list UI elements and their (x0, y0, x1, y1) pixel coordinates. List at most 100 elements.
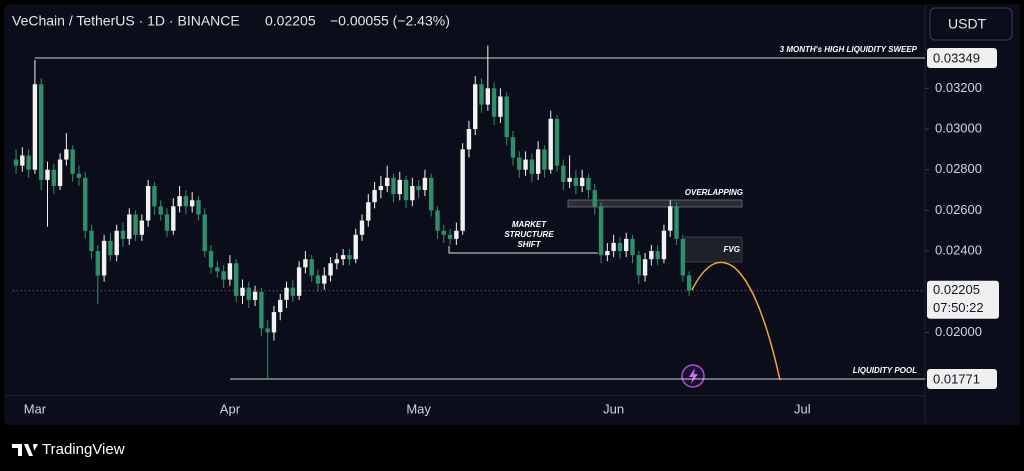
candle-body (89, 230, 94, 252)
x-tick-label: Apr (220, 401, 241, 416)
candle-body (13, 159, 19, 166)
candle-body (567, 177, 572, 182)
candle-body (70, 149, 75, 174)
y-tick-label: 0.02600 (935, 202, 982, 217)
y-tick-label: 0.02800 (935, 161, 982, 176)
candle-body (334, 259, 340, 264)
candle-body (83, 177, 88, 231)
candle-body (120, 230, 126, 239)
candle-body (391, 177, 396, 195)
currency-button[interactable] (929, 7, 1013, 41)
level-tag-label: 0.01771 (933, 371, 980, 386)
candle-body (403, 179, 409, 201)
structure-label: SHIFT (517, 240, 541, 249)
candle-body (630, 238, 635, 256)
candle-body (668, 206, 673, 231)
candle-body (366, 202, 371, 221)
candle-body (479, 84, 484, 105)
y-tick-label: 0.03000 (935, 120, 982, 135)
candle-body (189, 200, 195, 207)
candle-body (158, 206, 163, 215)
level-tag-label: 0.03349 (933, 50, 980, 65)
candle-body (517, 157, 522, 170)
structure-label: MARKET (512, 220, 547, 229)
candle-body (397, 179, 402, 195)
header-change: −0.00055 (−2.43%) (330, 13, 450, 29)
candle-body (573, 177, 579, 186)
brand-name: TradingView (42, 441, 125, 458)
candle-body (39, 84, 44, 180)
candle-body (133, 214, 138, 235)
candle-body (579, 177, 585, 186)
candle-body (441, 230, 446, 235)
candle-body (252, 291, 258, 300)
candle-body (309, 259, 314, 276)
candle-body (466, 129, 472, 150)
candle-body (592, 190, 597, 207)
candle-body (649, 251, 654, 260)
candle-body (447, 234, 453, 239)
price-axis (925, 4, 1020, 425)
candle-body (164, 214, 170, 231)
x-tick-label: Jun (603, 401, 624, 416)
candle-body (145, 185, 151, 221)
candle-body (20, 155, 25, 166)
candle-body (340, 255, 346, 260)
candle-body (510, 137, 516, 158)
header-price: 0.02205 (265, 13, 316, 29)
candle-body (529, 159, 535, 174)
candle-body (278, 299, 283, 313)
candle-body (76, 173, 82, 178)
x-tick-label: May (406, 401, 431, 416)
candle-body (686, 275, 692, 291)
x-tick-label: Jul (794, 401, 811, 416)
candle-body (246, 287, 251, 300)
candle-body (435, 210, 440, 231)
candle-body (101, 240, 107, 276)
symbol-title: VeChain / TetherUS · 1D · BINANCE (12, 13, 240, 29)
candle-body (196, 200, 201, 215)
candle-body (234, 263, 239, 296)
candle-body (372, 190, 377, 203)
countdown-label: 07:50:22 (933, 300, 984, 315)
candle-body (504, 96, 509, 138)
structure-label: STRUCTURE (504, 230, 554, 239)
alert-bolt[interactable] (689, 368, 698, 384)
fvg-box (684, 236, 743, 263)
candle-body (57, 159, 63, 186)
candle-body (127, 214, 132, 239)
candle-body (171, 206, 176, 231)
candle-body (359, 220, 365, 235)
candle-body (680, 238, 686, 276)
candle-body (498, 96, 503, 117)
candle-body (548, 118, 553, 170)
candle-body (674, 206, 679, 239)
candle-body (271, 312, 277, 333)
level-tag (927, 48, 997, 69)
candle-body (183, 196, 189, 207)
candle-body (586, 177, 591, 191)
level-label: 3 MONTH's HIGH LIQUIDITY SWEEP (780, 45, 918, 54)
candle-body (208, 251, 214, 268)
level-tag (927, 369, 997, 390)
candle-body (611, 242, 616, 252)
candle-body (284, 287, 289, 300)
y-tick-label: 0.03200 (935, 80, 982, 95)
projection-curve (691, 261, 781, 381)
candle-body (221, 271, 226, 280)
candle-body (296, 267, 302, 296)
candles (13, 45, 692, 380)
candle-body (454, 230, 459, 239)
currency-label[interactable]: USDT (948, 16, 987, 32)
candle-body (347, 255, 352, 260)
candle-body (95, 251, 101, 276)
candle-body (152, 185, 157, 207)
candle-body (473, 84, 478, 130)
fvg-label: FVG (724, 245, 740, 254)
candle-body (554, 118, 560, 166)
candle-body (542, 149, 547, 170)
candle-body (491, 88, 497, 117)
candle-body (215, 267, 220, 272)
candle-body (605, 251, 610, 256)
